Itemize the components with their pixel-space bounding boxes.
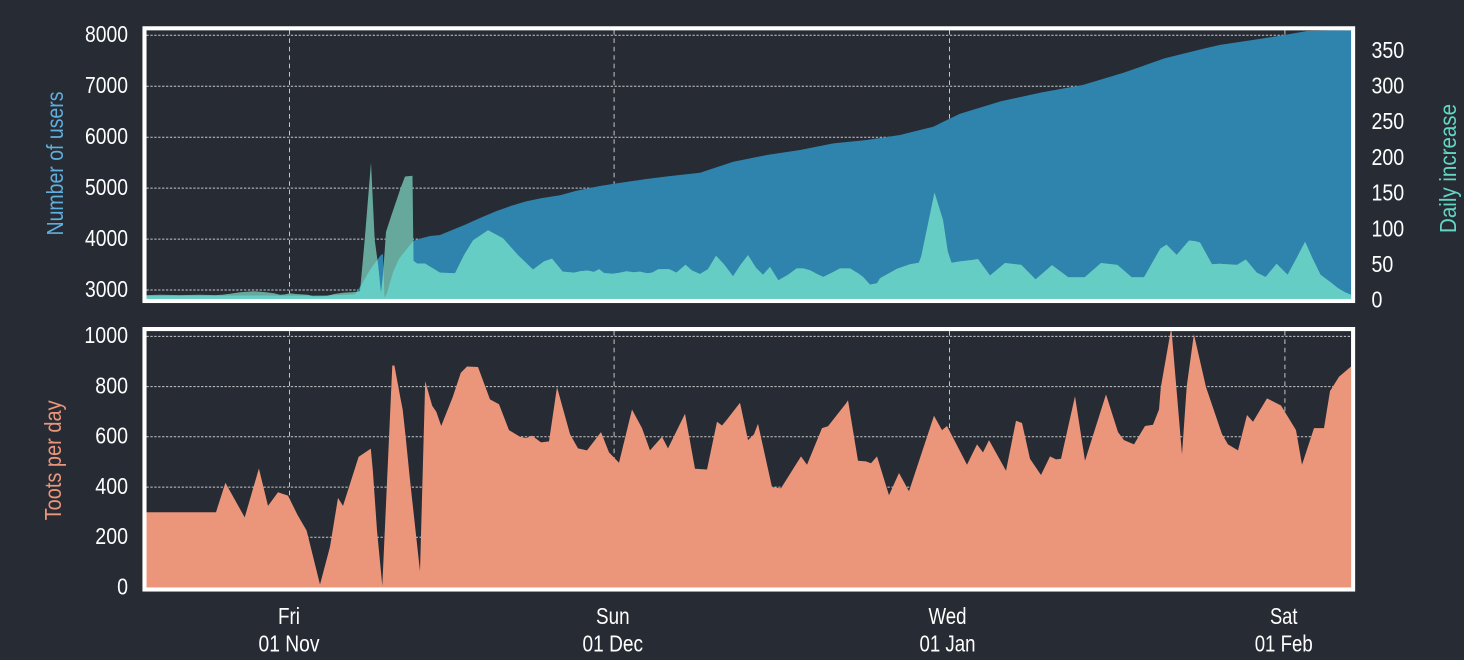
svg-text:5000: 5000: [85, 174, 128, 200]
svg-text:8000: 8000: [85, 21, 128, 47]
svg-text:1000: 1000: [84, 322, 128, 348]
svg-text:01 Jan: 01 Jan: [920, 630, 976, 656]
svg-text:100: 100: [1372, 215, 1405, 241]
svg-text:350: 350: [1372, 37, 1405, 63]
svg-text:400: 400: [95, 473, 128, 499]
svg-text:Fri: Fri: [278, 603, 300, 629]
svg-text:0: 0: [1372, 287, 1383, 313]
svg-text:7000: 7000: [85, 72, 128, 98]
svg-text:Wed: Wed: [929, 603, 967, 629]
svg-text:Daily increase: Daily increase: [1435, 104, 1461, 233]
svg-text:Sun: Sun: [596, 603, 630, 629]
svg-text:01 Feb: 01 Feb: [1255, 630, 1313, 656]
svg-text:01 Dec: 01 Dec: [583, 630, 644, 656]
svg-text:6000: 6000: [85, 123, 128, 149]
svg-text:3000: 3000: [85, 276, 128, 302]
svg-text:150: 150: [1372, 180, 1405, 206]
svg-text:4000: 4000: [85, 225, 128, 251]
svg-text:50: 50: [1372, 251, 1394, 277]
svg-text:800: 800: [95, 372, 128, 398]
svg-text:250: 250: [1372, 108, 1405, 134]
svg-text:200: 200: [1372, 144, 1405, 170]
svg-text:Toots per day: Toots per day: [40, 400, 66, 520]
svg-text:Number of users: Number of users: [42, 92, 68, 236]
svg-text:0: 0: [117, 573, 128, 599]
svg-text:600: 600: [95, 423, 128, 449]
svg-text:Sat: Sat: [1270, 603, 1298, 629]
svg-text:01 Nov: 01 Nov: [259, 630, 320, 656]
svg-text:200: 200: [95, 523, 128, 549]
svg-text:300: 300: [1372, 73, 1405, 99]
